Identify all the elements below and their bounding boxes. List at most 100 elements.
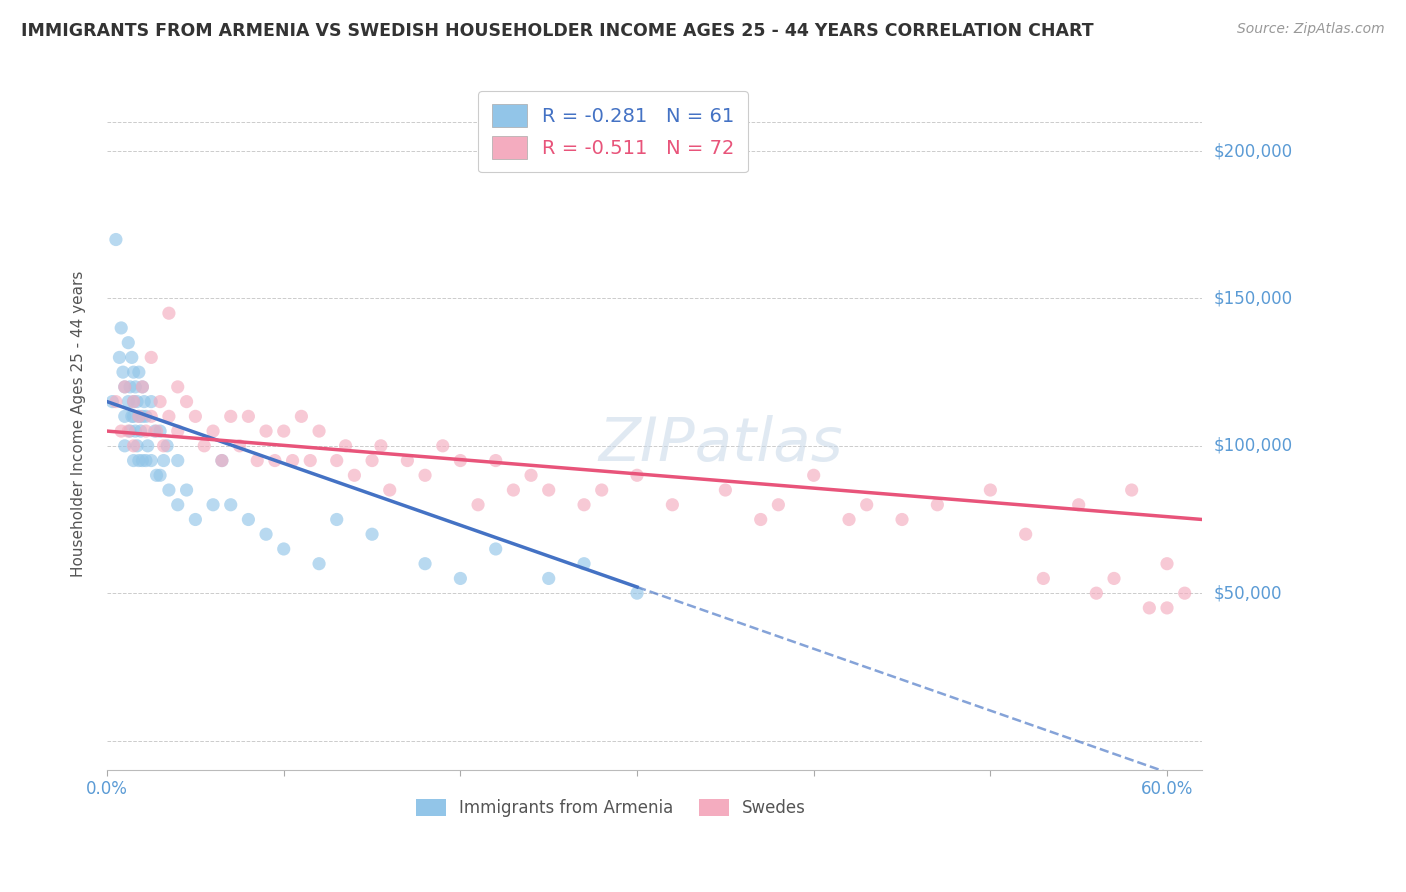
Point xyxy=(838,512,860,526)
Point xyxy=(122,439,145,453)
Point xyxy=(485,541,508,556)
Point xyxy=(537,483,560,497)
Point xyxy=(308,424,330,438)
Point xyxy=(1137,601,1160,615)
Point xyxy=(467,498,489,512)
Point xyxy=(193,439,215,453)
Point xyxy=(117,394,139,409)
Point xyxy=(228,439,250,453)
Point xyxy=(202,424,225,438)
Point xyxy=(370,439,392,453)
Point xyxy=(110,321,132,335)
Point xyxy=(134,394,156,409)
Point xyxy=(572,498,595,512)
Point xyxy=(246,453,269,467)
Point xyxy=(135,453,157,467)
Point xyxy=(432,439,454,453)
Point xyxy=(1156,601,1178,615)
Point xyxy=(768,498,790,512)
Point xyxy=(396,453,419,467)
Point xyxy=(1032,571,1054,585)
Point xyxy=(122,409,145,424)
Point xyxy=(118,424,141,438)
Point xyxy=(1085,586,1108,600)
Point xyxy=(157,409,180,424)
Point xyxy=(136,439,159,453)
Point xyxy=(308,557,330,571)
Point xyxy=(281,453,304,467)
Point xyxy=(502,483,524,497)
Point xyxy=(117,424,139,438)
Point xyxy=(131,380,153,394)
Point xyxy=(128,409,150,424)
Point xyxy=(749,512,772,526)
Point xyxy=(891,512,914,526)
Text: $150,000: $150,000 xyxy=(1213,290,1292,308)
Point xyxy=(128,365,150,379)
Point xyxy=(131,409,153,424)
Point xyxy=(166,453,188,467)
Point xyxy=(166,424,188,438)
Legend: Immigrants from Armenia, Swedes: Immigrants from Armenia, Swedes xyxy=(409,792,813,824)
Point xyxy=(122,365,145,379)
Point xyxy=(1121,483,1143,497)
Point xyxy=(143,424,166,438)
Point xyxy=(325,512,347,526)
Point xyxy=(128,453,150,467)
Text: $100,000: $100,000 xyxy=(1213,437,1292,455)
Point xyxy=(927,498,949,512)
Point xyxy=(1102,571,1125,585)
Text: $200,000: $200,000 xyxy=(1213,142,1292,161)
Point xyxy=(211,453,233,467)
Text: $50,000: $50,000 xyxy=(1213,584,1282,602)
Point xyxy=(325,453,347,467)
Point xyxy=(166,498,188,512)
Point xyxy=(254,424,277,438)
Point xyxy=(135,424,157,438)
Point xyxy=(127,394,149,409)
Point xyxy=(135,409,157,424)
Point xyxy=(108,351,131,365)
Point xyxy=(299,453,322,467)
Point xyxy=(111,365,134,379)
Point xyxy=(626,468,648,483)
Point xyxy=(413,557,436,571)
Point xyxy=(591,483,613,497)
Point xyxy=(219,498,242,512)
Point xyxy=(129,424,152,438)
Point xyxy=(152,453,174,467)
Point xyxy=(156,439,179,453)
Point xyxy=(122,394,145,409)
Point xyxy=(202,498,225,512)
Point xyxy=(141,409,163,424)
Point xyxy=(273,541,295,556)
Point xyxy=(176,394,198,409)
Point xyxy=(128,409,150,424)
Point xyxy=(127,439,149,453)
Point xyxy=(118,380,141,394)
Point xyxy=(152,439,174,453)
Point xyxy=(361,527,384,541)
Point xyxy=(714,483,737,497)
Point xyxy=(114,409,136,424)
Text: IMMIGRANTS FROM ARMENIA VS SWEDISH HOUSEHOLDER INCOME AGES 25 - 44 YEARS CORRELA: IMMIGRANTS FROM ARMENIA VS SWEDISH HOUSE… xyxy=(21,22,1094,40)
Point xyxy=(122,394,145,409)
Point xyxy=(979,483,1001,497)
Point xyxy=(449,571,471,585)
Point xyxy=(141,351,163,365)
Y-axis label: Householder Income Ages 25 - 44 years: Householder Income Ages 25 - 44 years xyxy=(72,270,86,577)
Point xyxy=(537,571,560,585)
Point xyxy=(803,468,825,483)
Point xyxy=(121,409,143,424)
Point xyxy=(626,586,648,600)
Point xyxy=(141,394,163,409)
Point xyxy=(238,512,260,526)
Point xyxy=(124,380,146,394)
Text: ZIPatlas: ZIPatlas xyxy=(598,415,842,474)
Point xyxy=(145,468,167,483)
Point xyxy=(131,380,153,394)
Point xyxy=(145,424,167,438)
Text: Source: ZipAtlas.com: Source: ZipAtlas.com xyxy=(1237,22,1385,37)
Point xyxy=(273,424,295,438)
Point xyxy=(131,453,153,467)
